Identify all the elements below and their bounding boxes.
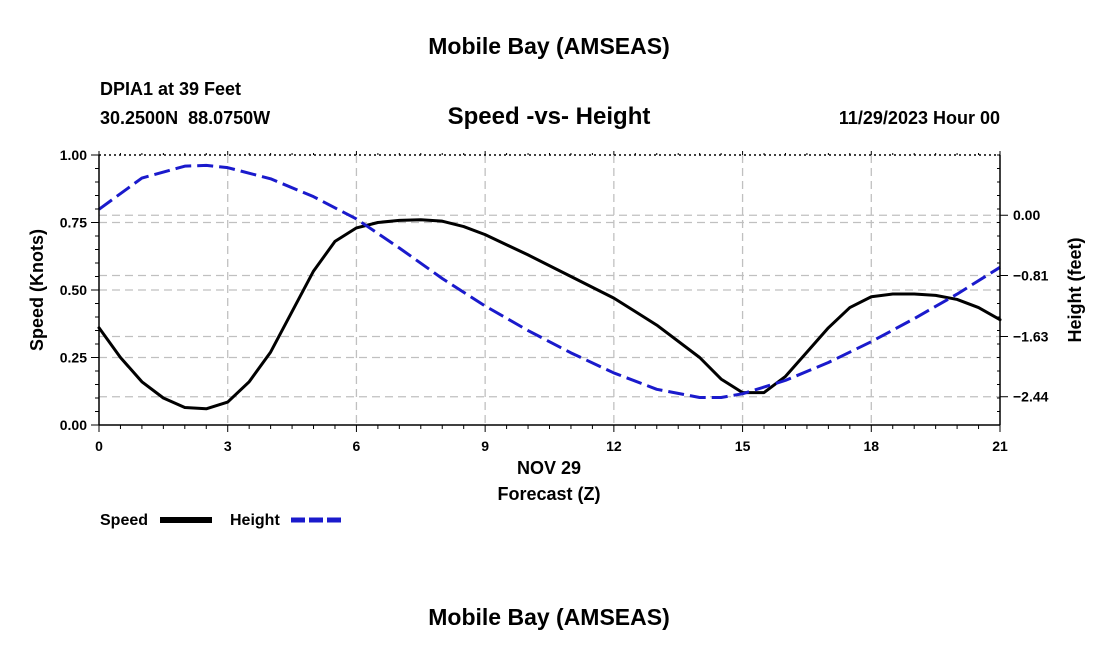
speed-line	[97, 218, 1002, 411]
height-line	[98, 163, 1001, 399]
x-tick-label: 15	[735, 438, 751, 454]
x-tick-label: 18	[863, 438, 879, 454]
series-lines	[97, 163, 1002, 411]
y2-tick-label: −0.81	[1013, 267, 1049, 283]
legend-height-label: Height	[230, 512, 280, 529]
y-tick-label: 1.00	[60, 147, 87, 163]
x-tick-label: 21	[992, 438, 1008, 454]
station-label: DPIA1 at 39 Feet	[100, 79, 241, 99]
x-tick-label: 12	[606, 438, 622, 454]
chart-title-bottom: Mobile Bay (AMSEAS)	[428, 604, 670, 630]
legend: Speed Height	[100, 512, 343, 529]
x-axis-ticks: 0 3 6 9 12 15 18 21	[95, 151, 1008, 454]
y2-tick-label: −2.44	[1013, 389, 1049, 405]
y-axis-ticks: 0.00 0.25 0.50 0.75 1.00	[60, 147, 99, 433]
y2-axis-title: Height (feet)	[1065, 238, 1085, 343]
y-tick-label: 0.50	[60, 282, 87, 298]
x-axis-date-label: NOV 29	[517, 458, 581, 478]
chart-subtitle: Speed -vs- Height	[448, 103, 651, 130]
x-tick-label: 0	[95, 438, 103, 454]
y-axis-title: Speed (Knots)	[27, 229, 47, 351]
chart-title-top: Mobile Bay (AMSEAS)	[428, 33, 670, 59]
forecast-date-label: 11/29/2023 Hour 00	[839, 108, 1000, 128]
y-tick-label: 0.00	[60, 417, 87, 433]
y2-tick-label: −1.63	[1013, 328, 1049, 344]
x-tick-label: 9	[481, 438, 489, 454]
x-tick-label: 6	[353, 438, 361, 454]
y-tick-label: 0.25	[60, 350, 87, 366]
y2-tick-label: 0.00	[1013, 207, 1040, 223]
y-tick-label: 0.75	[60, 215, 87, 231]
x-axis-title: Forecast (Z)	[497, 484, 600, 504]
grid-lines	[99, 155, 1000, 425]
y2-axis-ticks: 0.00 −0.81 −1.63 −2.44	[997, 154, 1049, 426]
coordinates-label: 30.2500N 88.0750W	[100, 108, 270, 128]
legend-speed-label: Speed	[100, 512, 148, 529]
x-tick-label: 3	[224, 438, 232, 454]
